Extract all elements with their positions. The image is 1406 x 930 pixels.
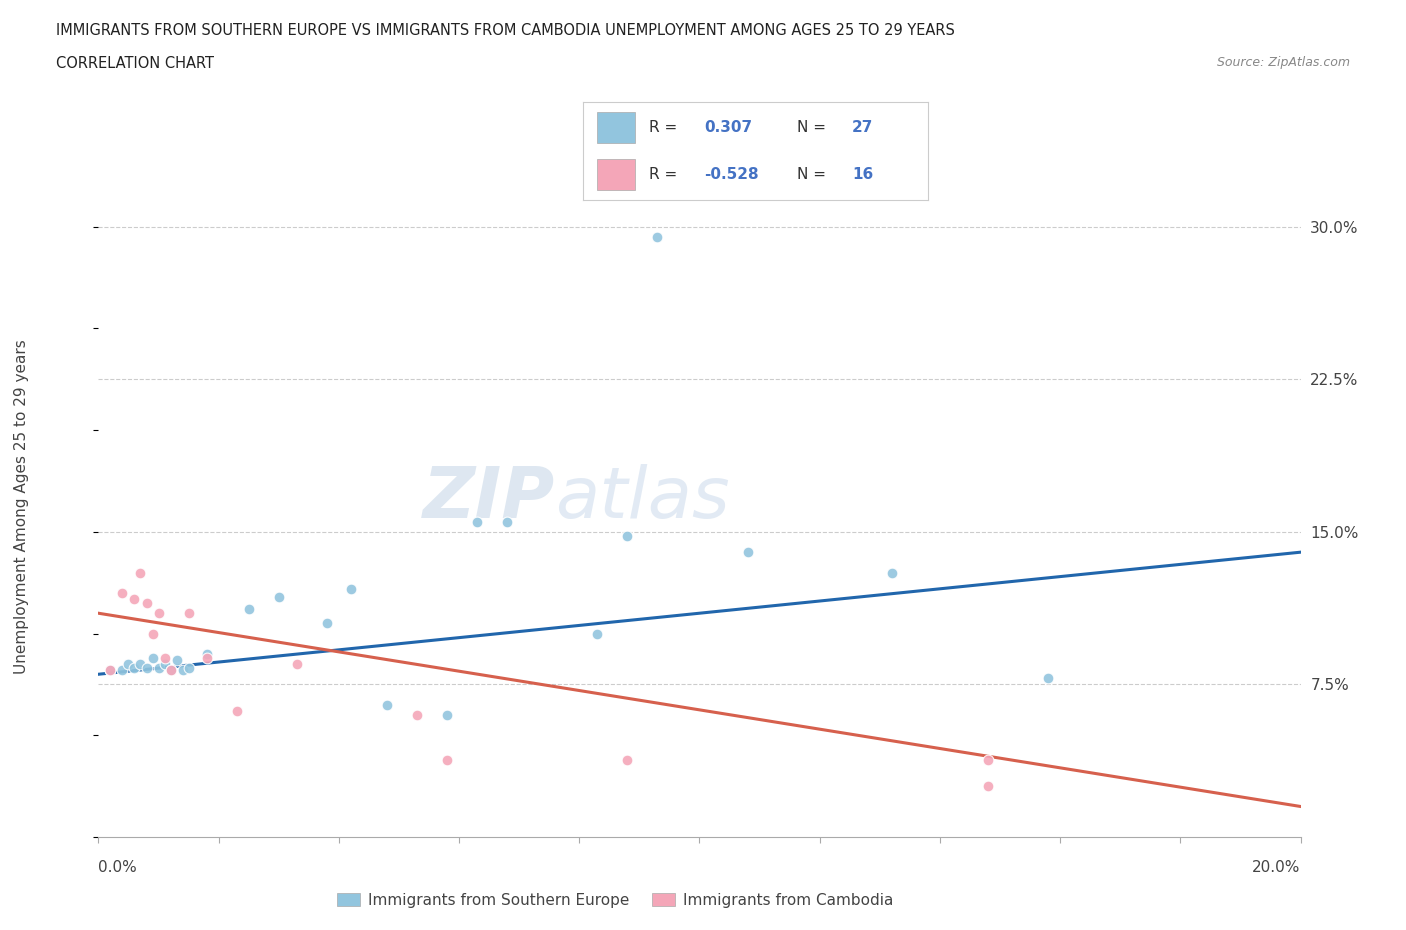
Point	[111, 663, 134, 678]
Bar	[598, 159, 636, 191]
Text: 0.0%: 0.0%	[98, 860, 138, 875]
Text: 20.0%: 20.0%	[1253, 860, 1301, 875]
Point	[100, 663, 122, 678]
Point	[375, 698, 398, 712]
Text: 16: 16	[852, 167, 873, 182]
Point	[616, 528, 638, 543]
Text: IMMIGRANTS FROM SOUTHERN EUROPE VS IMMIGRANTS FROM CAMBODIA UNEMPLOYMENT AMONG A: IMMIGRANTS FROM SOUTHERN EUROPE VS IMMIG…	[56, 23, 955, 38]
Point	[340, 581, 363, 596]
Point	[267, 590, 290, 604]
Point	[285, 657, 308, 671]
Text: 0.307: 0.307	[704, 120, 752, 135]
Text: R =: R =	[650, 167, 682, 182]
Text: atlas: atlas	[555, 464, 730, 533]
Point	[977, 778, 1000, 793]
Text: ZIP: ZIP	[423, 464, 555, 533]
Point	[177, 660, 200, 675]
Point	[117, 657, 139, 671]
Text: -0.528: -0.528	[704, 167, 759, 182]
Text: Unemployment Among Ages 25 to 29 years: Unemployment Among Ages 25 to 29 years	[14, 339, 28, 674]
Point	[148, 605, 170, 620]
Point	[225, 703, 247, 718]
Point	[135, 595, 157, 610]
Text: N =: N =	[797, 120, 831, 135]
Bar	[598, 112, 636, 143]
Point	[647, 230, 669, 245]
Text: Source: ZipAtlas.com: Source: ZipAtlas.com	[1216, 56, 1350, 69]
Point	[129, 657, 152, 671]
Point	[129, 565, 152, 580]
Point	[166, 653, 188, 668]
Point	[496, 514, 519, 529]
Point	[141, 651, 163, 666]
Point	[141, 626, 163, 641]
Text: CORRELATION CHART: CORRELATION CHART	[56, 56, 214, 71]
Point	[153, 657, 176, 671]
Point	[159, 663, 181, 678]
Point	[195, 646, 218, 661]
Point	[880, 565, 903, 580]
Point	[111, 586, 134, 601]
Point	[124, 591, 146, 606]
Point	[436, 752, 458, 767]
Point	[465, 514, 488, 529]
Legend: Immigrants from Southern Europe, Immigrants from Cambodia: Immigrants from Southern Europe, Immigra…	[332, 886, 900, 914]
Point	[195, 651, 218, 666]
Point	[177, 605, 200, 620]
Point	[124, 660, 146, 675]
Point	[436, 708, 458, 723]
Point	[315, 616, 337, 631]
Point	[153, 651, 176, 666]
Point	[159, 663, 181, 678]
Point	[737, 545, 759, 560]
Point	[172, 663, 194, 678]
Text: 27: 27	[852, 120, 873, 135]
Point	[135, 660, 157, 675]
Point	[616, 752, 638, 767]
Point	[406, 708, 429, 723]
Point	[100, 663, 122, 678]
Point	[1036, 671, 1059, 685]
Point	[148, 660, 170, 675]
Text: N =: N =	[797, 167, 831, 182]
Text: R =: R =	[650, 120, 682, 135]
Point	[977, 752, 1000, 767]
Point	[238, 602, 260, 617]
Point	[586, 626, 609, 641]
